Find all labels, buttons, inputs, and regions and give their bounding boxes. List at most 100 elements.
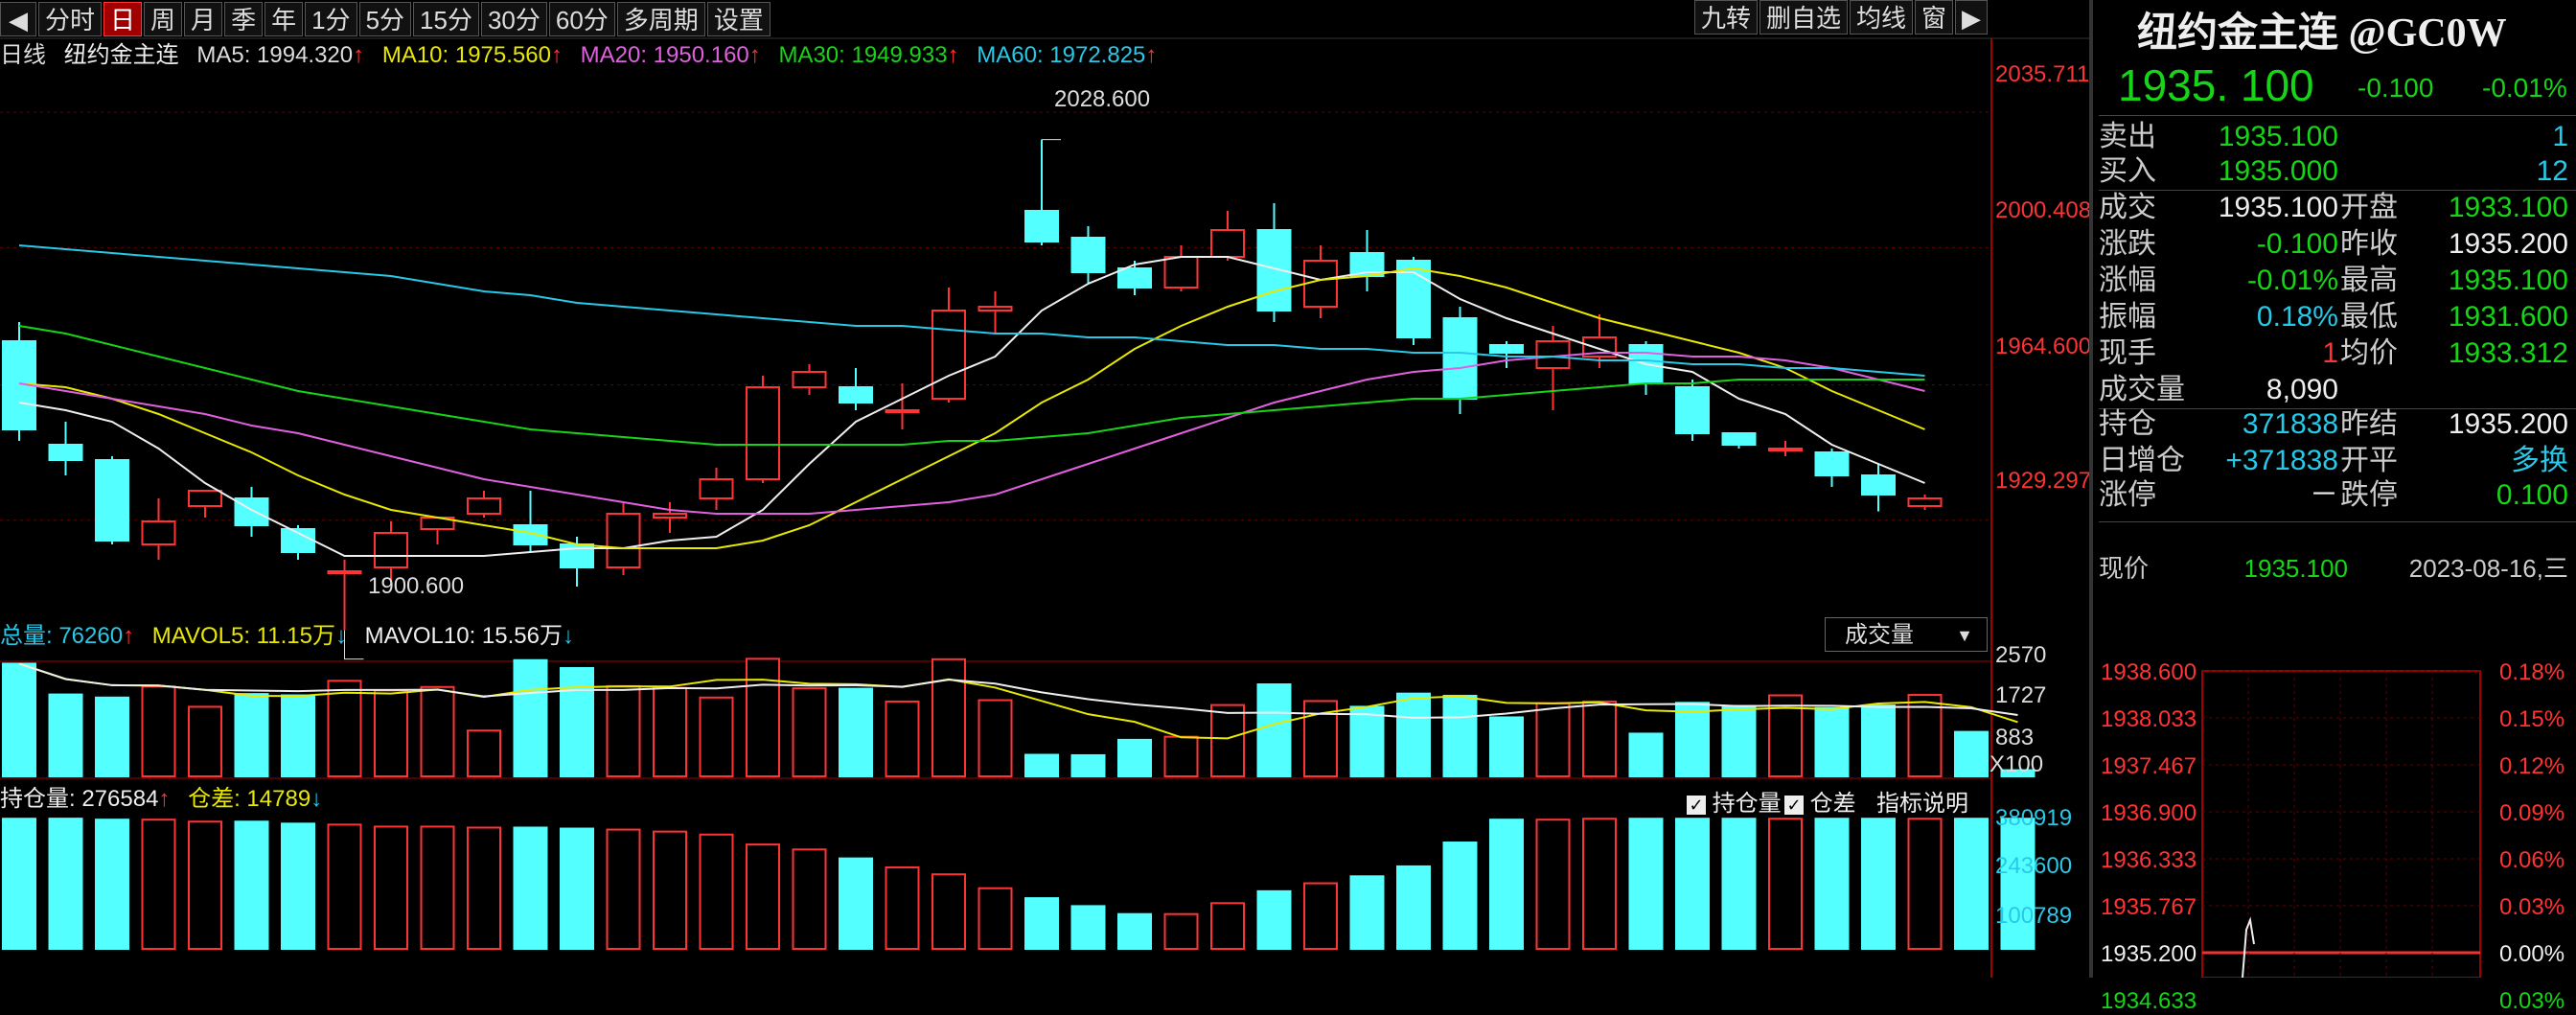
now-value: 1935.100: [2243, 554, 2348, 583]
candle-body: [1489, 344, 1524, 354]
panel-divider: [2089, 0, 2093, 978]
tab-period-4[interactable]: 季: [224, 2, 264, 36]
oi-bar: [746, 843, 780, 950]
now-date: 2023-08-16,三: [2408, 554, 2568, 583]
volume-bar: [699, 696, 734, 778]
mini-axis-left-7: 1934.633: [2101, 988, 2197, 1014]
volume-bar: [467, 729, 501, 778]
price-change-pct: -0.01%: [2482, 73, 2567, 103]
vol-axis-2: 1727: [1995, 682, 2047, 708]
period-label: 日线: [0, 42, 46, 68]
oi-bar: [374, 825, 408, 951]
tab-period-5[interactable]: 年: [264, 2, 304, 36]
toolbar-right-button-1[interactable]: 删自选: [1759, 0, 1848, 35]
tab-period-1[interactable]: 日: [104, 2, 143, 36]
mini-axis-right-4: 0.06%: [2499, 847, 2565, 873]
volume-bar: [1396, 692, 1431, 777]
quote-row-label: 最低: [2340, 301, 2398, 333]
indicator-help-link[interactable]: 指标说明: [1876, 791, 1968, 817]
mini-axis-right-6: 0.00%: [2499, 941, 2565, 967]
ma-line-ma10: [18, 266, 1925, 549]
oi-checkbox[interactable]: ✓ 持仓量: [1687, 784, 1782, 818]
ma10-value: MA10: 1975.560↑: [381, 42, 563, 68]
tab-period-11[interactable]: 多周期: [616, 2, 705, 36]
menu-arrow-icon[interactable]: ◀: [0, 2, 36, 36]
ma-line-ma5: [18, 256, 1925, 557]
candle-body: [95, 459, 129, 542]
tab-period-0[interactable]: 分时: [38, 2, 103, 36]
toolbar-right-button-3[interactable]: 窗: [1914, 0, 1953, 35]
quote-row-label: 昨收: [2340, 228, 2398, 260]
candle-body: [1442, 317, 1478, 400]
quote-row-2: 涨幅 -0.01% 最高 1935.100: [2099, 263, 2568, 299]
diff-checkbox[interactable]: ✓ 仓差: [1784, 784, 1856, 818]
toolbar-right-button-0[interactable]: 九转: [1693, 0, 1758, 35]
volume-bar: [606, 684, 641, 778]
checkbox-icon: ✓: [1784, 796, 1804, 815]
ma-line-ma20: [18, 352, 1925, 515]
tab-period-2[interactable]: 周: [144, 2, 183, 36]
oi-diff: 仓差: 14789↓: [188, 786, 323, 812]
tab-period-8[interactable]: 15分: [413, 2, 479, 36]
oi-bar: [1954, 818, 1989, 951]
ma-line-ma60: [18, 244, 1925, 377]
tab-period-9[interactable]: 30分: [480, 2, 547, 36]
ma30-value: MA30: 1949.933↑: [778, 42, 959, 68]
indicator-select-value: 成交量: [1845, 622, 1914, 648]
limit-up-value: －: [2310, 479, 2338, 511]
period-tabs: 分时日周月季年 1分 5分 15分 30分 60分 多周期 设置: [38, 2, 772, 36]
oi-bar: [188, 820, 222, 951]
quote-row-value: 1935.100: [2218, 192, 2338, 223]
oi-bar: [2000, 818, 2036, 951]
next-arrow-icon[interactable]: ▶: [1955, 0, 1988, 35]
oi-bar: [606, 828, 641, 950]
tab-period-7[interactable]: 5分: [358, 2, 412, 36]
buy-volume: 12: [2536, 155, 2568, 187]
oi-bar: [792, 848, 827, 951]
volume-bar: [188, 705, 222, 777]
quote-row-value: -0.100: [2256, 228, 2338, 260]
oi-bar: [327, 823, 362, 950]
candle-body: [1303, 260, 1338, 308]
candle-body: [1210, 229, 1245, 258]
oi-bar: [932, 873, 966, 951]
volume-bar: [978, 699, 1013, 778]
indicator-select[interactable]: 成交量 ▼: [1825, 617, 1988, 652]
tab-period-12[interactable]: 设置: [706, 2, 770, 36]
buy-row: 买入 1935.000 12: [2099, 153, 2568, 190]
tab-period-10[interactable]: 60分: [548, 2, 615, 36]
volume-bar: [792, 687, 827, 777]
tab-period-3[interactable]: 月: [184, 2, 223, 36]
oi-bar: [1163, 912, 1199, 950]
buy-label: 买入: [2099, 155, 2156, 187]
volume-bar: [1628, 732, 1664, 777]
kline-chart[interactable]: [0, 0, 2089, 978]
limit-row: 涨停 － 跌停 0.100: [2099, 477, 2568, 514]
day-add-row: 日增仓 +371838 开平 多换: [2099, 443, 2568, 479]
sell-row: 卖出 1935.100 1: [2099, 119, 2568, 155]
toolbar-right-button-2[interactable]: 均线: [1849, 0, 1913, 35]
day-add-label: 日增仓: [2099, 445, 2185, 476]
volume-bar: [932, 657, 966, 777]
oi-bar: [1442, 842, 1478, 951]
oi-bar: [1210, 902, 1245, 951]
limit-down-value: 0.100: [2496, 479, 2568, 511]
mini-axis-right-5: 0.03%: [2499, 894, 2565, 920]
ma-info-line: 日线 纽约金主连 MA5: 1994.320↑ MA10: 1975.560↑ …: [0, 38, 1168, 73]
volume-bar: [420, 685, 455, 778]
contract-name: 纽约金主连: [63, 42, 179, 68]
ma20-value: MA20: 1950.160↑: [580, 42, 761, 68]
candle-body: [188, 490, 222, 507]
mini-axis-left-2: 1937.467: [2101, 753, 2197, 779]
tab-period-6[interactable]: 1分: [305, 2, 357, 36]
oi-bar: [1256, 889, 1292, 951]
day-add-value: +371838: [2225, 445, 2338, 476]
candle-body: [1721, 432, 1757, 446]
oi-bar: [1070, 905, 1106, 951]
oi-bar: [420, 825, 455, 951]
candle-body: [1024, 210, 1059, 242]
mavol5: MAVOL5: 11.15万↓: [151, 623, 347, 649]
sell-label: 卖出: [2099, 121, 2156, 152]
volume-bar: [1117, 738, 1152, 777]
divider: [2099, 115, 2576, 116]
